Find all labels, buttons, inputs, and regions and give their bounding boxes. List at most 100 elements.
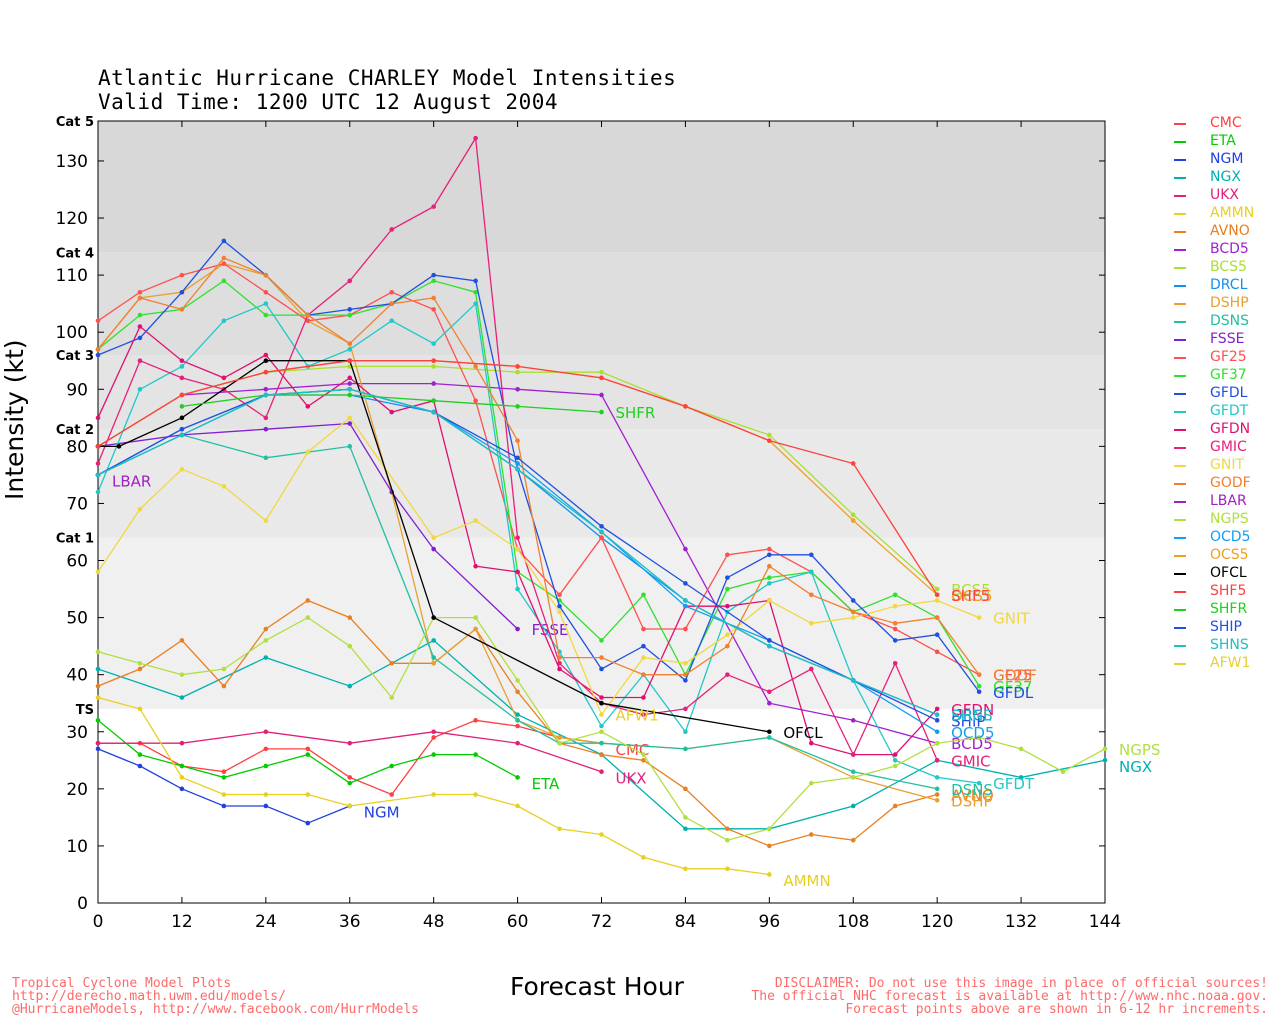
data-point-gfdl: [850, 598, 856, 603]
legend-item: GFDT: [1172, 403, 1272, 421]
data-point-gfdl: [725, 575, 730, 580]
data-point-gf37: [725, 586, 730, 592]
data-point-dsns: [431, 655, 436, 660]
data-point-shf5: [850, 461, 856, 466]
data-point-dshp: [557, 735, 562, 740]
legend-label: CMC: [1210, 115, 1242, 131]
data-point-ammn: [725, 866, 730, 872]
legend-item: FSSE: [1172, 331, 1272, 349]
data-point-eta: [137, 752, 143, 757]
data-point-gmic: [515, 535, 520, 540]
data-point-godf: [725, 643, 730, 649]
data-point-shns: [431, 409, 436, 415]
x-tick-label: 96: [759, 912, 781, 932]
data-point-gfdl: [179, 289, 185, 295]
data-point-gmic: [347, 278, 353, 284]
data-point-gfdl: [473, 278, 478, 284]
data-point-gfdl: [347, 307, 353, 312]
data-point-ngps: [934, 740, 940, 746]
data-point-godf: [599, 655, 604, 660]
data-point-ngps: [179, 672, 185, 677]
data-point-dsns: [683, 746, 688, 752]
data-point-avno: [725, 826, 730, 832]
data-point-ngx: [1102, 757, 1108, 763]
data-point-gfdt: [892, 757, 898, 763]
data-point-gnit: [850, 615, 856, 620]
category-band: [98, 121, 1105, 253]
x-tick-label: 144: [1089, 912, 1121, 932]
data-point-gfdn: [641, 695, 646, 700]
data-point-eta: [263, 763, 269, 769]
data-point-godf: [221, 255, 227, 261]
footer-left-line: Tropical Cyclone Model Plots: [12, 976, 232, 991]
legend-swatch: [1174, 249, 1186, 251]
series-label-gmic: GMIC: [951, 752, 990, 770]
data-point-dsns: [347, 444, 353, 449]
data-point-bcs5: [599, 369, 604, 375]
y-tick-label: 110: [56, 266, 88, 286]
series-label-gf25: GF25: [993, 667, 1032, 685]
series-label-shfr: SHFR: [615, 404, 655, 422]
x-tick-label: 36: [339, 912, 361, 932]
data-point-gmic: [683, 706, 688, 712]
data-point-gfdn: [725, 603, 730, 609]
data-point-ngps: [683, 815, 688, 820]
data-point-gmic: [137, 358, 143, 364]
data-point-godf: [976, 672, 982, 677]
legend-label: AFW1: [1210, 655, 1251, 671]
data-point-ngx: [431, 638, 436, 643]
data-point-ngps: [515, 678, 520, 683]
legend-label: SHFR: [1210, 601, 1248, 617]
x-tick-label: 72: [591, 912, 613, 932]
data-point-gf37: [767, 575, 772, 580]
data-point-ngps: [389, 695, 395, 700]
legend-swatch: [1174, 627, 1186, 629]
data-point-eta: [431, 752, 436, 757]
legend-item: BCD5: [1172, 241, 1272, 259]
data-point-ocd5: [683, 603, 688, 609]
data-point-godf: [934, 615, 940, 620]
data-point-godf: [137, 295, 143, 301]
data-point-gf25: [934, 649, 940, 655]
data-point-ofcl: [431, 615, 436, 620]
data-point-ofcl: [767, 729, 772, 735]
data-point-bcd5: [599, 392, 604, 398]
data-point-gf25: [767, 546, 772, 552]
data-point-shf5: [263, 369, 269, 375]
x-tick-label: 48: [423, 912, 445, 932]
legend-label: GODF: [1210, 475, 1251, 491]
data-point-godf: [263, 272, 269, 278]
series-label-ngps: NGPS: [1119, 741, 1160, 759]
data-point-avno: [683, 786, 688, 792]
series-label-gfdn: GFDN: [951, 701, 994, 719]
series-label-gf37: GF37: [993, 678, 1032, 696]
series-label-lbar: LBAR: [112, 473, 151, 491]
data-point-bcd5: [683, 546, 688, 552]
data-point-ngps: [473, 615, 478, 620]
data-point-avno: [892, 803, 898, 809]
data-point-cmc: [431, 735, 436, 740]
data-point-avno: [389, 660, 395, 666]
data-point-shns: [850, 678, 856, 683]
y-tick-label: 90: [66, 380, 88, 400]
series-line-ngm: [97, 748, 351, 824]
data-point-ammn: [137, 706, 143, 712]
legend-label: GFDL: [1210, 385, 1248, 401]
y-axis-label: Intensity (kt): [0, 339, 29, 500]
data-point-gfdt: [179, 364, 185, 369]
data-point-gmic: [473, 135, 478, 141]
data-point-gmic: [179, 375, 185, 381]
legend-swatch: [1174, 285, 1186, 287]
series-line-ammn: [97, 696, 770, 876]
legend-label: NGM: [1210, 151, 1244, 167]
data-point-cmc: [347, 775, 353, 780]
data-point-gmic: [431, 204, 436, 209]
legend-item: NGM: [1172, 151, 1272, 169]
data-point-gfdn: [305, 404, 311, 409]
data-point-ngx: [1018, 775, 1024, 780]
data-point-gfdl: [221, 238, 227, 244]
data-point-ngps: [347, 643, 353, 649]
data-point-dshp: [934, 797, 940, 803]
data-point-cmc: [221, 769, 227, 775]
